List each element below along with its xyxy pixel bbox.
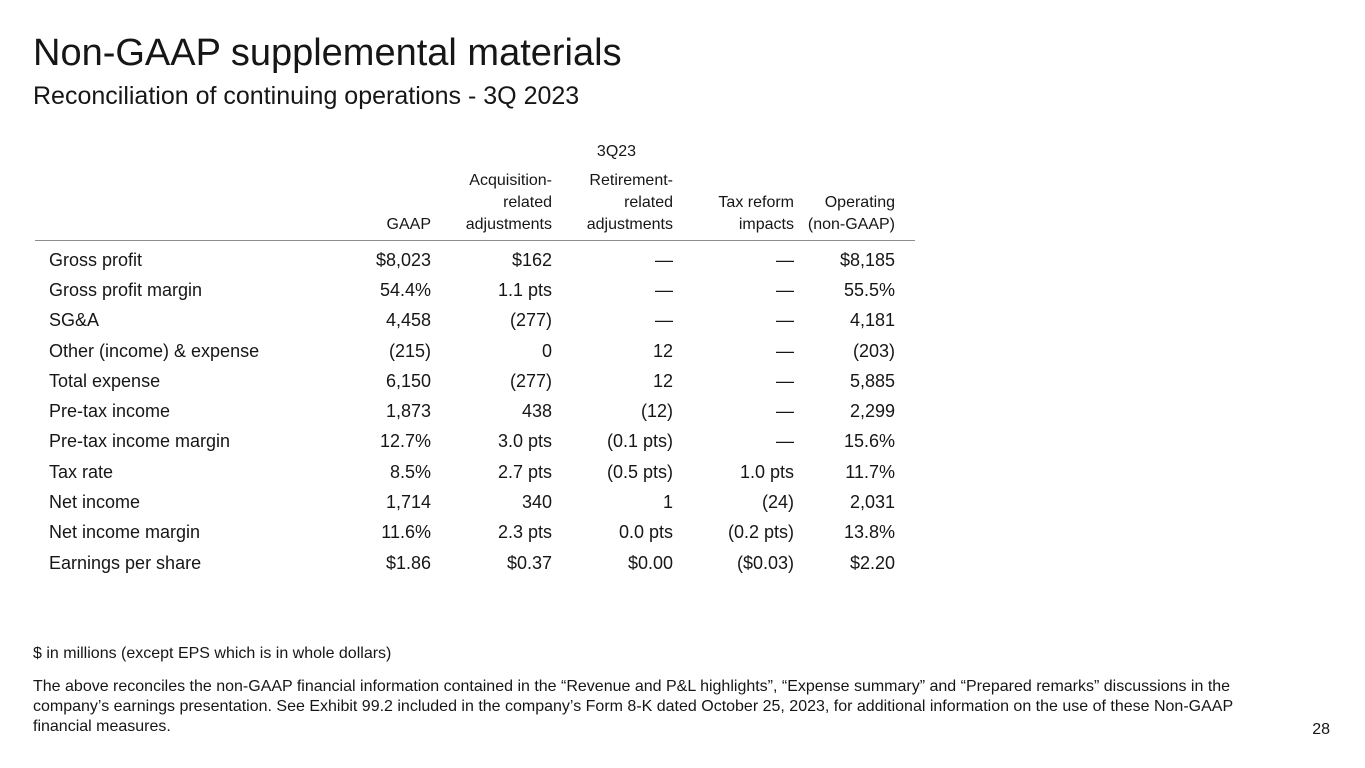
table-cell: $8,023	[375, 249, 431, 270]
table-cell: —	[655, 279, 673, 300]
table-row: Tax rate 8.5% 2.7 pts (0.5 pts) 1.0 pts 11.7%	[35, 457, 915, 487]
table-cell: (203)	[852, 340, 895, 361]
table-row: Earnings per share $1.86 $0.37 $0.00 ($0.03)…	[35, 548, 915, 578]
table-cell: 0.0 pts	[618, 522, 673, 543]
table-cell: (0.1 pts)	[606, 431, 673, 452]
units-note: $ in millions (except EPS which is in wh…	[33, 645, 392, 662]
row-label: Total expense	[49, 370, 161, 391]
row-label: Gross profit	[49, 249, 143, 270]
table-cell: —	[655, 310, 673, 331]
table-header: GAAP Acquisition- related adjustments Re…	[35, 170, 915, 241]
table-cell: 340	[521, 492, 552, 513]
table-cell: 5,885	[849, 370, 895, 391]
table-cell: —	[776, 310, 794, 331]
table-row: Gross profit margin 54.4% 1.1 pts — — 55.5%	[35, 275, 915, 305]
table-cell: 12	[652, 370, 673, 391]
table-cell: —	[776, 431, 794, 452]
table-cell: 0	[541, 340, 552, 361]
table-cell: $162	[511, 249, 552, 270]
table-cell: (277)	[509, 370, 552, 391]
table-row: Total expense 6,150 (277) 12 — 5,885	[35, 366, 915, 396]
table-cell: 4,458	[385, 310, 431, 331]
table-cell: 8.5%	[389, 461, 431, 482]
page-number: 28	[1312, 721, 1330, 738]
table-cell: (12)	[640, 401, 673, 422]
table-cell: 1	[662, 492, 673, 513]
table-row: Gross profit $8,023 $162 — — $8,185	[35, 241, 915, 276]
page-title: Non-GAAP supplemental materials	[33, 32, 622, 74]
table-cell: 11.7%	[845, 461, 895, 482]
table-cell: —	[776, 249, 794, 270]
table-cell: —	[655, 249, 673, 270]
table-row: SG&A 4,458 (277) — — 4,181	[35, 306, 915, 336]
table-row: Net income 1,714 340 1 (24) 2,031	[35, 487, 915, 517]
table-cell: 12	[652, 340, 673, 361]
table-cell: $1.86	[385, 552, 431, 573]
row-label: Earnings per share	[49, 552, 202, 573]
period-header: 3Q23	[596, 143, 637, 160]
table-cell: (215)	[388, 340, 431, 361]
row-label-header	[35, 170, 340, 241]
table-cell: 11.6%	[381, 522, 431, 543]
table-cell: (0.5 pts)	[606, 461, 673, 482]
row-label: Pre-tax income margin	[49, 431, 231, 452]
column-header-acquisition: Acquisition- related adjustments	[431, 170, 552, 241]
column-header-tax-reform: Tax reform impacts	[673, 170, 794, 241]
table-cell: 2,299	[849, 401, 895, 422]
table-cell: 438	[521, 401, 552, 422]
table-cell: —	[776, 279, 794, 300]
table-cell: —	[776, 370, 794, 391]
column-header-operating: Operating (non-GAAP)	[794, 170, 915, 241]
table-row: Pre-tax income margin 12.7% 3.0 pts (0.1 pt…	[35, 427, 915, 457]
table-row: Pre-tax income 1,873 438 (12) — 2,299	[35, 396, 915, 426]
table-cell: $0.37	[506, 552, 552, 573]
table-cell: 1.0 pts	[739, 461, 794, 482]
column-header-gaap: GAAP	[340, 170, 431, 241]
table-cell: 2,031	[849, 492, 895, 513]
table-cell: 15.6%	[843, 431, 895, 452]
table-cell: ($0.03)	[736, 552, 794, 573]
table-cell: $8,185	[839, 249, 895, 270]
table-cell: —	[776, 401, 794, 422]
table-row: Net income margin 11.6% 2.3 pts 0.0 pts (0.2…	[35, 518, 915, 548]
table-cell: 4,181	[849, 310, 895, 331]
table-cell: (277)	[509, 310, 552, 331]
page-subtitle: Reconciliation of continuing operations …	[33, 82, 580, 110]
table-cell: 13.8%	[843, 522, 895, 543]
table-cell: 1,714	[385, 492, 431, 513]
row-label: Other (income) & expense	[49, 340, 260, 361]
table-cell: (0.2 pts)	[727, 522, 794, 543]
table-body: Gross profit $8,023 $162— — $8,185 Gross prof…	[35, 241, 915, 579]
table-cell: 1,873	[385, 401, 431, 422]
column-header-retirement: Retirement- related adjustments	[552, 170, 673, 241]
table-cell: 6,150	[385, 370, 431, 391]
table-cell: —	[776, 340, 794, 361]
row-label: Pre-tax income	[49, 401, 171, 422]
table-cell: $2.20	[849, 552, 895, 573]
table-cell: 55.5%	[843, 279, 895, 300]
row-label: Gross profit margin	[49, 279, 203, 300]
reconciliation-table: GAAP Acquisition- related adjustments Re…	[35, 170, 915, 578]
table-row: Other (income) & expense (215) 0 12 — (203)	[35, 336, 915, 366]
table-cell: $0.00	[627, 552, 673, 573]
row-label: Net income margin	[49, 522, 201, 543]
table-cell: 12.7%	[379, 431, 431, 452]
row-label: Net income	[49, 492, 141, 513]
disclaimer-note: The above reconciles the non-GAAP financ…	[33, 678, 1233, 735]
table-cell: 2.3 pts	[497, 522, 552, 543]
table-cell: 2.7 pts	[497, 461, 552, 482]
table-cell: 3.0 pts	[497, 431, 552, 452]
row-label: Tax rate	[49, 461, 114, 482]
table-cell: 1.1 pts	[497, 279, 552, 300]
table-cell: (24)	[761, 492, 794, 513]
row-label: SG&A	[49, 310, 100, 331]
table-cell: 54.4%	[379, 279, 431, 300]
